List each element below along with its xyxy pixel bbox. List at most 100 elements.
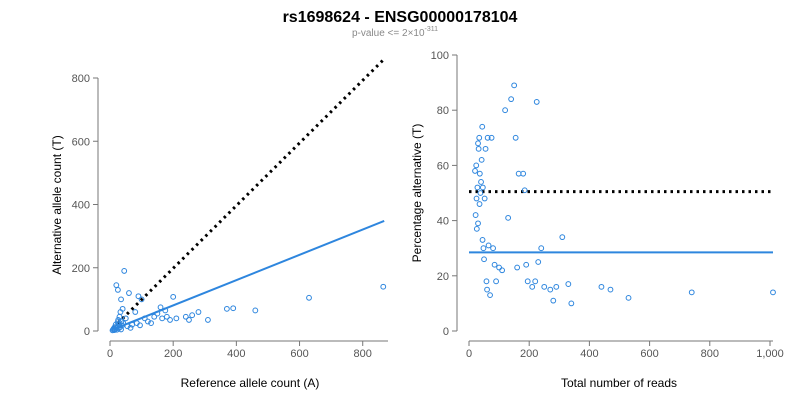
right-data-point <box>523 261 530 268</box>
right-data-point <box>505 214 512 221</box>
right-x-axis-label: Total number of reads <box>561 376 677 390</box>
right-data-point <box>481 195 488 202</box>
left-y-axis-label: Alternative allele count (T) <box>50 135 64 274</box>
right-data-point <box>485 242 492 249</box>
left-data-point <box>205 317 211 323</box>
left-x-axis-label: Reference allele count (A) <box>181 376 320 390</box>
right-x-ticks: 0 200 400 600 800 1,000 <box>466 341 784 360</box>
right-data-point <box>496 264 502 271</box>
right-points <box>472 82 776 307</box>
right-data-point <box>550 297 557 304</box>
left-x-tick-label: 800 <box>354 348 372 360</box>
left-data-point <box>145 318 151 325</box>
left-data-point <box>132 309 139 315</box>
right-data-point <box>472 212 479 218</box>
right-data-point <box>559 234 566 241</box>
right-data-point <box>502 107 509 114</box>
left-data-point <box>151 313 158 320</box>
right-data-point <box>481 256 487 263</box>
left-data-point <box>127 324 134 331</box>
left-x-tick-label: 0 <box>107 348 113 360</box>
right-data-point <box>565 281 572 287</box>
left-reference-line <box>112 57 386 329</box>
left-data-point <box>195 309 202 315</box>
p-value-text: p-value <= 2×10 <box>352 28 425 39</box>
right-data-point <box>607 286 614 293</box>
left-data-point <box>162 307 169 314</box>
right-data-point <box>479 184 486 191</box>
left-data-point <box>380 283 387 290</box>
right-data-point <box>475 140 481 147</box>
right-data-point <box>474 184 481 191</box>
right-data-point <box>568 300 575 307</box>
right-data-point <box>476 201 483 207</box>
left-data-point <box>138 296 145 303</box>
right-data-point <box>511 82 518 89</box>
left-data-point <box>114 286 121 293</box>
right-x-tick-label: 800 <box>701 348 719 360</box>
right-y-tick-label: 20 <box>437 271 449 283</box>
right-y-tick-label: 40 <box>437 216 449 228</box>
left-data-point <box>120 320 127 326</box>
percentage-plot: 0 20 40 60 80 100 0 200 400 600 800 1,000 Total nu… <box>410 50 784 390</box>
right-data-point <box>472 168 478 174</box>
left-y-ticks: 0 200 400 600 800 <box>72 73 98 338</box>
left-y-tick-label: 800 <box>72 73 90 85</box>
right-data-point <box>598 283 605 290</box>
right-data-point <box>535 259 542 265</box>
left-data-point <box>141 315 148 322</box>
right-data-point <box>490 245 496 252</box>
chart-title: rs1698624 - ENSG00000178104 <box>283 9 518 26</box>
right-x-tick-label: 600 <box>640 348 658 360</box>
left-data-point <box>113 282 120 289</box>
left-data-point <box>230 305 237 312</box>
left-data-point <box>135 293 142 300</box>
left-data-point <box>167 317 173 323</box>
right-data-point <box>499 267 506 274</box>
right-x-tick-label: 400 <box>580 348 598 360</box>
left-data-point <box>159 315 166 322</box>
right-data-point <box>487 292 493 299</box>
left-data-point <box>163 313 170 320</box>
right-x-tick-label: 1,000 <box>756 348 784 360</box>
left-data-point <box>154 310 161 317</box>
right-data-point <box>475 145 482 152</box>
right-data-point <box>541 283 548 290</box>
left-fit-line <box>112 220 385 331</box>
left-x-tick-label: 400 <box>227 348 245 360</box>
right-data-point <box>482 145 489 152</box>
right-data-point <box>688 289 695 296</box>
right-data-point <box>473 195 480 202</box>
left-data-point <box>306 294 312 301</box>
right-data-point <box>625 294 632 301</box>
right-data-point <box>508 96 515 103</box>
right-data-point <box>473 225 480 232</box>
left-y-tick-label: 0 <box>84 326 90 338</box>
right-data-point <box>477 190 484 196</box>
right-data-point <box>473 162 480 169</box>
left-data-point <box>118 296 124 303</box>
left-data-point <box>115 317 122 323</box>
right-data-point <box>532 278 539 285</box>
right-data-point <box>514 264 521 271</box>
left-data-point <box>119 305 126 312</box>
right-x-tick-label: 0 <box>466 348 472 360</box>
right-data-point <box>476 170 483 177</box>
right-data-point <box>476 134 483 141</box>
right-data-point <box>488 134 495 141</box>
right-data-point <box>475 220 481 227</box>
right-data-point <box>547 286 554 293</box>
left-data-point <box>252 307 259 314</box>
right-data-point <box>533 99 540 105</box>
allele-count-plot: 0 200 400 600 800 0 200 400 600 800 Reference al… <box>50 57 388 390</box>
right-data-point <box>521 187 528 194</box>
left-data-point <box>173 315 180 322</box>
left-y-tick-label: 200 <box>72 263 90 275</box>
left-x-tick-label: 600 <box>290 348 308 360</box>
right-data-point <box>478 156 485 163</box>
left-data-point <box>118 326 124 333</box>
left-data-point <box>170 293 177 300</box>
right-y-tick-label: 80 <box>437 105 449 117</box>
right-data-point <box>478 179 484 185</box>
